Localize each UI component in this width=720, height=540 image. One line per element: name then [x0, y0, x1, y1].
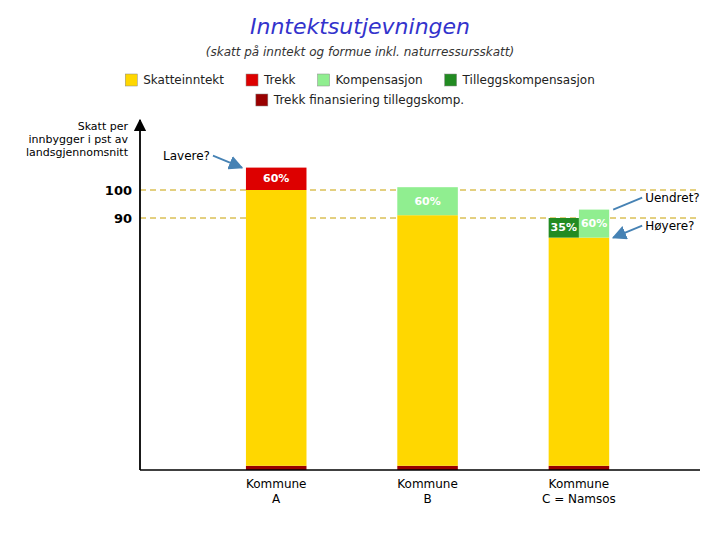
x-tick-label-line: C = Namsos — [542, 492, 616, 506]
subtitle: (skatt på inntekt og formue inkl. naturr… — [206, 45, 514, 59]
callout-label: Høyere? — [645, 219, 694, 233]
chart-container: Inntektsutjevningen (skatt på inntekt og … — [0, 0, 720, 540]
legend-item: Trekk — [246, 73, 296, 87]
bar-segment — [549, 218, 579, 238]
callout-label: Lavere? — [163, 149, 210, 163]
legend-label: Trekk — [263, 73, 296, 87]
legend-swatch — [256, 94, 268, 106]
legend-swatch — [318, 74, 330, 86]
x-tick-label: KommuneC = Namsos — [542, 477, 616, 506]
legend-label: Trekk finansiering tilleggskomp. — [273, 93, 464, 107]
legend-item: Trekk finansiering tilleggskomp. — [256, 93, 464, 107]
segment-label: 60% — [414, 195, 440, 208]
bar-segment — [246, 190, 307, 466]
legend-item: Skatteinntekt — [125, 73, 224, 87]
x-tick-label-line: Kommune — [397, 477, 458, 491]
x-axis-line — [140, 469, 700, 471]
legend-swatch — [445, 74, 457, 86]
bars — [246, 168, 609, 470]
legend-swatch — [125, 74, 137, 86]
x-tick-label-line: Kommune — [549, 477, 610, 491]
legend: Skatteinntekt Trekk Kompensasjon Tilleggsko… — [125, 73, 595, 107]
x-tick-label-line: A — [272, 492, 281, 506]
legend-swatch — [246, 74, 258, 86]
bar-segment — [246, 168, 307, 190]
bar-segment — [549, 238, 610, 466]
callout-line — [613, 226, 642, 238]
segment-label: 60% — [263, 172, 289, 185]
legend-label: Tilleggskompensasjon — [462, 73, 595, 87]
y-axis-label-line: innbygger i pst av — [28, 133, 128, 146]
legend-label: Skatteinntekt — [143, 73, 224, 87]
x-tick-label: KommuneA — [246, 477, 307, 506]
legend-item: Tilleggskompensasjon — [445, 73, 595, 87]
y-axis-label-line: landsgjennomsnitt — [26, 146, 129, 159]
x-tick-label-line: Kommune — [246, 477, 307, 491]
y-axis-line — [139, 120, 141, 470]
annotations: 60% 60% 35% 60% Lavere? Uendret? Høyere? — [163, 149, 700, 238]
title: Inntektsutjevningen — [250, 14, 470, 39]
legend-label: Kompensasjon — [336, 73, 423, 87]
callout-label: Uendret? — [645, 191, 700, 205]
x-tick-label-line: B — [423, 492, 431, 506]
segment-label: 35% — [551, 221, 577, 234]
callout-line — [613, 198, 642, 210]
bar-segment — [579, 210, 609, 238]
y-tick-label: 100 — [105, 183, 132, 198]
segment-label: 60% — [581, 217, 607, 230]
bar-segment — [397, 187, 458, 215]
legend-item: Kompensasjon — [318, 73, 423, 87]
x-tick-label: KommuneB — [397, 477, 458, 506]
y-axis-label-line: Skatt per — [78, 120, 129, 133]
y-tick-label: 90 — [114, 211, 132, 226]
chart-svg: Inntektsutjevningen (skatt på inntekt og … — [0, 0, 720, 540]
callout-line — [213, 156, 242, 168]
y-axis-label: Skatt perinnbygger i pst avlandsgjennoms… — [26, 120, 129, 159]
bar-segment — [397, 215, 458, 466]
